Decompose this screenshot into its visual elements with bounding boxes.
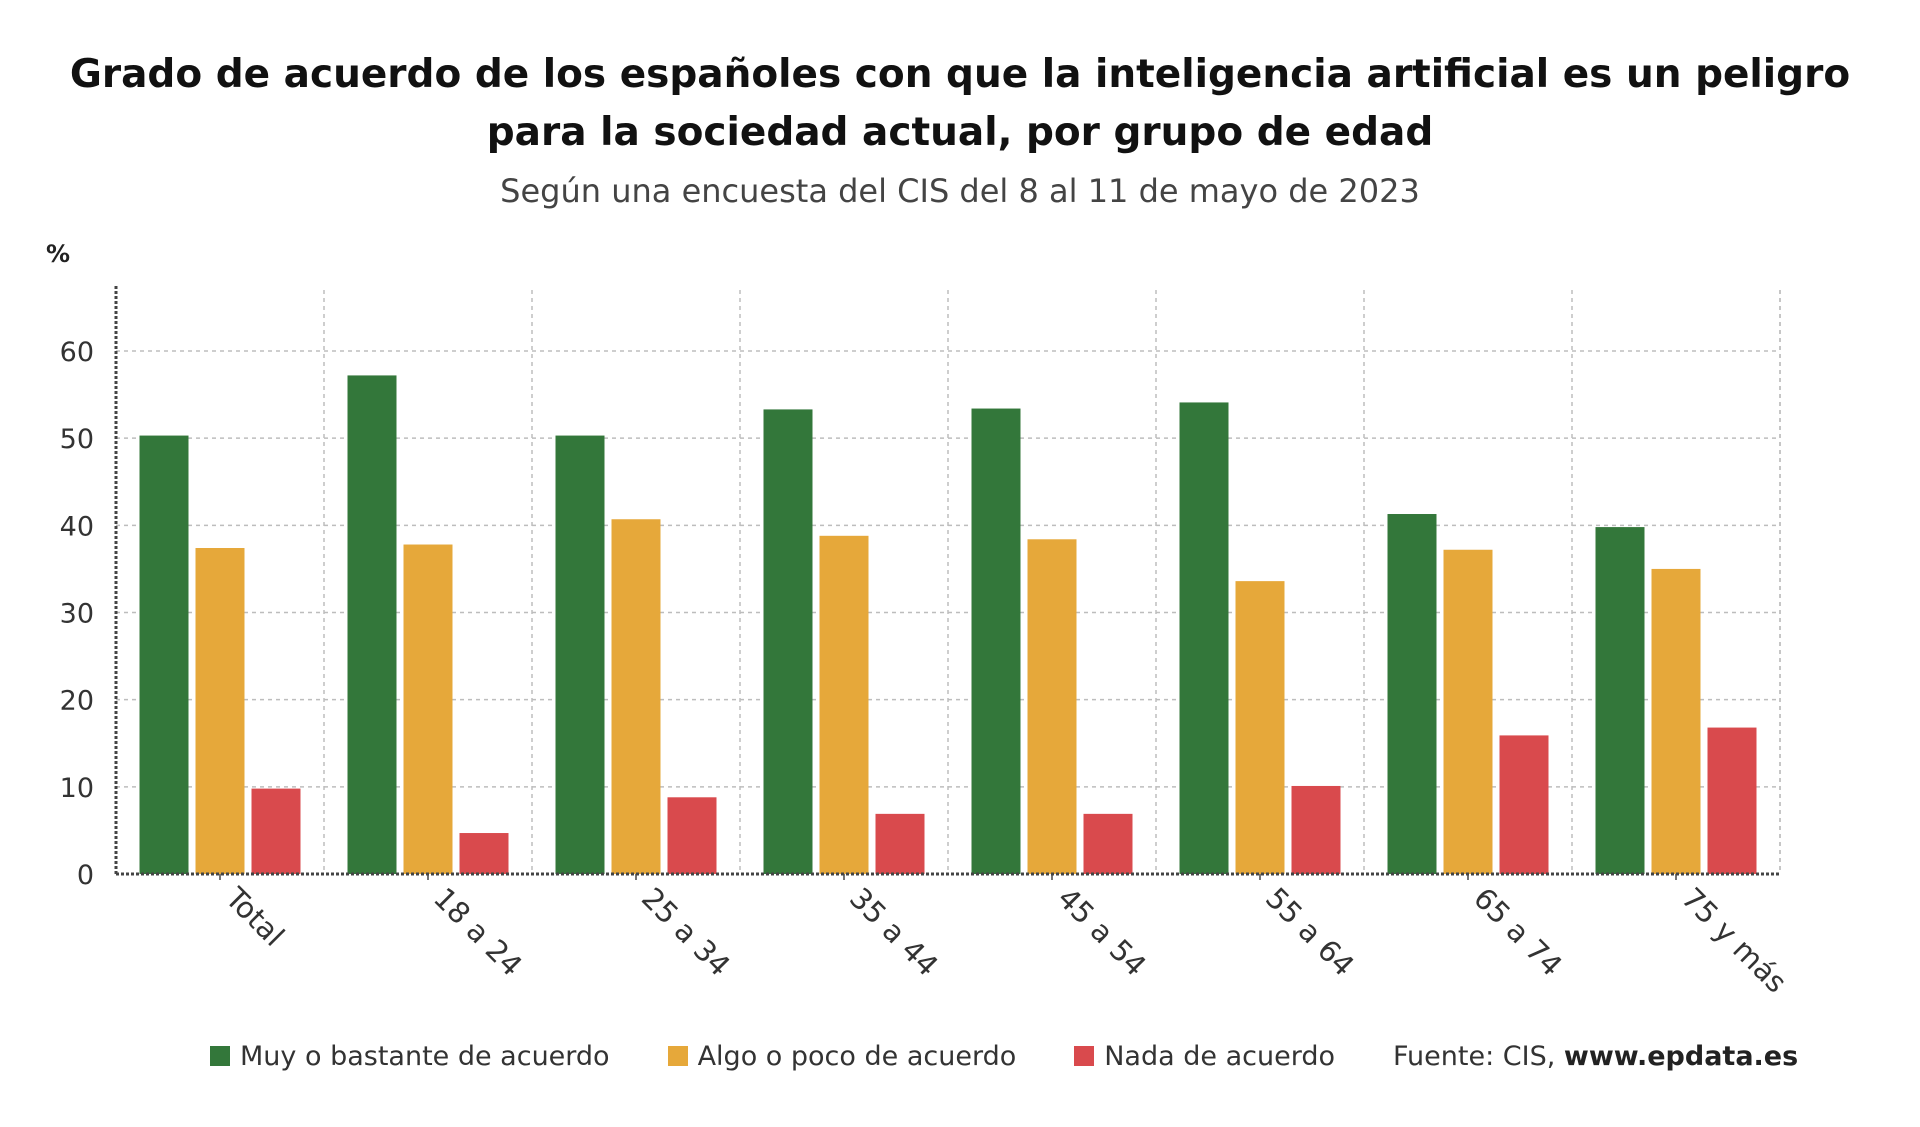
x-tick-label: 75 y más [1675, 881, 1794, 1000]
bars [139, 375, 1757, 874]
bar-1-3 [555, 435, 605, 874]
legend-label-nada-acuerdo: Nada de acuerdo [1104, 1040, 1335, 1072]
legend-item-muy-acuerdo: Muy o bastante de acuerdo [210, 1041, 610, 1072]
bar-1-1 [139, 435, 189, 874]
bar-2-4 [819, 535, 869, 874]
bar-3-7 [1499, 735, 1549, 874]
chart-subtitle: Según una encuesta del CIS del 8 al 11 d… [500, 172, 1420, 210]
legend-swatch-muy-acuerdo [210, 1046, 230, 1066]
chart-title: Grado de acuerdo de los españoles con qu… [69, 52, 1851, 155]
bar-1-8 [1595, 527, 1645, 874]
source-label: Fuente: CIS, [1392, 1040, 1564, 1072]
bar-1-2 [347, 375, 397, 874]
bar-1-6 [1179, 402, 1229, 874]
bar-3-2 [459, 833, 509, 874]
y-axis-unit: % [46, 240, 71, 268]
bar-3-6 [1291, 785, 1341, 874]
bar-2-7 [1443, 549, 1493, 874]
bar-3-3 [667, 797, 717, 874]
y-tick-label: 50 [60, 424, 94, 455]
legend-swatch-nada-acuerdo [1074, 1046, 1095, 1066]
y-tick-label: 40 [60, 511, 94, 542]
legend-swatch-algo-acuerdo [667, 1046, 688, 1066]
axes [114, 286, 1780, 880]
legend-label-algo-acuerdo: Algo o poco de acuerdo [697, 1040, 1017, 1072]
x-tick-label: 35 a 44 [843, 881, 945, 983]
tick-labels: 0 10 20 30 40 50 60 Total 18 a 24 25 a 34 35 a 44 4… [60, 337, 1794, 999]
bar-2-8 [1651, 568, 1701, 874]
legend-label-muy-acuerdo: Muy o bastante de acuerdo [240, 1040, 610, 1072]
bar-3-8 [1707, 727, 1757, 874]
bar-3-4 [875, 813, 925, 874]
bar-3-1 [251, 788, 301, 874]
bar-2-1 [195, 548, 245, 874]
bar-3-5 [1083, 813, 1133, 874]
bar-2-5 [1027, 539, 1077, 874]
legend-item-algo-acuerdo: Algo o poco de acuerdo [667, 1040, 1017, 1072]
y-tick-label: 10 [60, 773, 94, 804]
bar-1-4 [763, 409, 813, 874]
y-tick-label: 20 [60, 686, 94, 717]
x-tick-label: 55 a 64 [1259, 881, 1361, 983]
y-tick-label: 30 [60, 599, 94, 630]
x-tick-label: 65 a 74 [1467, 881, 1569, 983]
y-tick-label: 0 [77, 860, 94, 891]
x-tick-label: 25 a 34 [635, 881, 737, 983]
y-tick-label: 60 [60, 337, 94, 368]
source-note: Fuente: CIS, www.epdata.es [1393, 1041, 1798, 1072]
bar-1-5 [971, 408, 1021, 874]
bar-2-2 [403, 544, 453, 874]
bar-1-7 [1387, 514, 1437, 874]
bar-2-3 [611, 519, 661, 874]
x-tick-label: Total [218, 880, 291, 953]
bar-2-6 [1235, 581, 1285, 874]
legend: Muy o bastante de acuerdo Algo o poco de… [210, 1038, 1798, 1074]
x-tick-label: 45 a 54 [1051, 881, 1153, 983]
legend-item-nada-acuerdo: Nada de acuerdo [1074, 1041, 1335, 1072]
source-link[interactable]: www.epdata.es [1563, 1040, 1799, 1072]
x-tick-label: 18 a 24 [427, 881, 529, 983]
